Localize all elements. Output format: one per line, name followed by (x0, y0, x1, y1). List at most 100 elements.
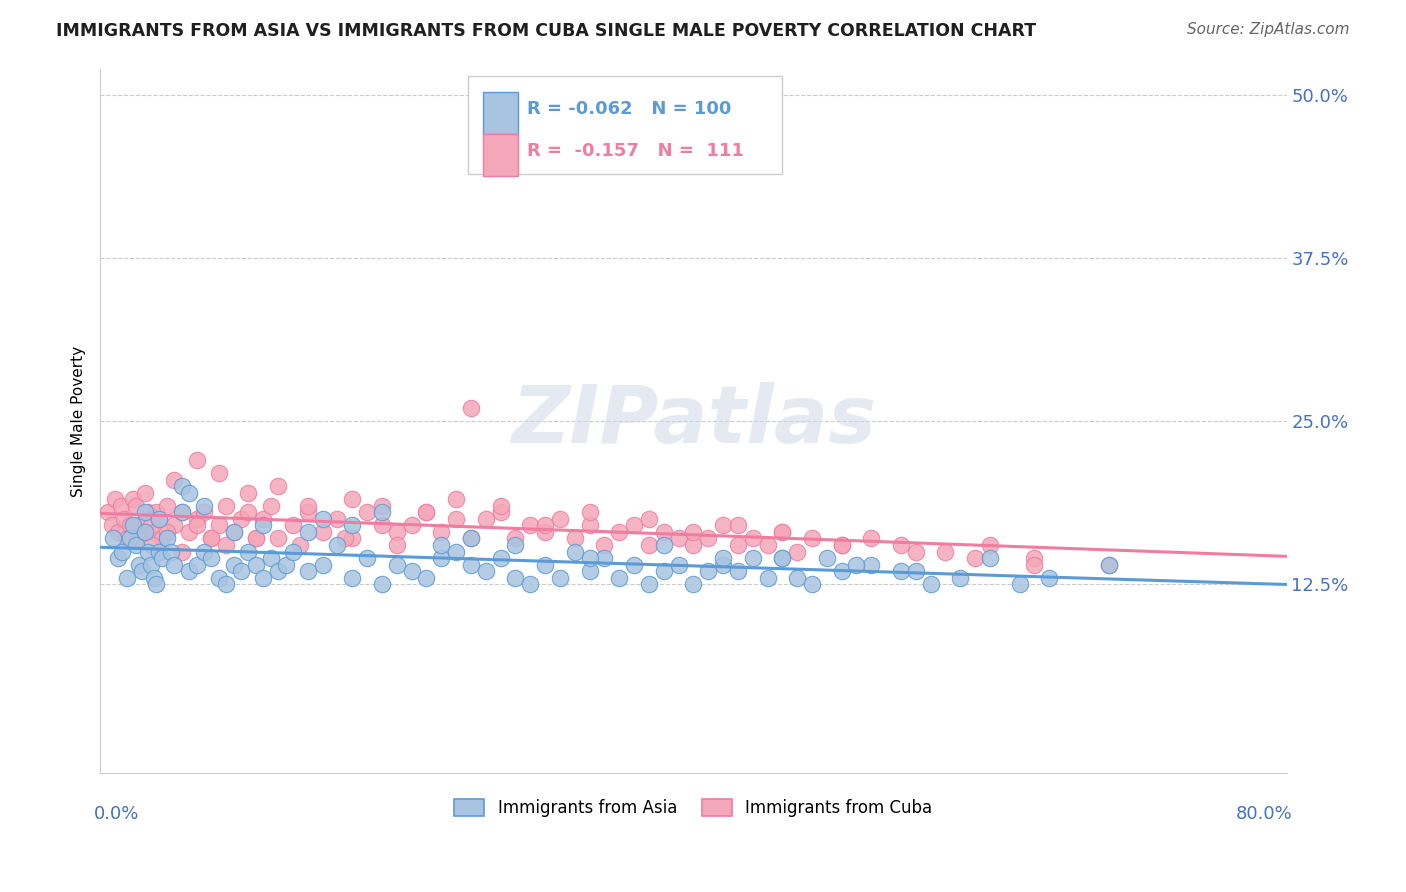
Point (593, 551, 616, 566)
Point (489, 551, 512, 566)
Point (110, 499, 132, 513)
Point (193, 544, 215, 558)
Point (652, 564, 675, 578)
Point (200, 551, 222, 566)
Point (311, 512, 333, 526)
Point (682, 538, 704, 552)
Point (118, 532, 141, 546)
Point (727, 564, 749, 578)
Point (711, 558, 734, 572)
Point (141, 538, 163, 552)
Point (127, 532, 149, 546)
Point (965, 551, 987, 566)
Point (152, 551, 174, 566)
Point (208, 466, 231, 480)
Point (229, 564, 252, 578)
Point (505, 532, 527, 546)
Point (623, 518, 645, 533)
Point (623, 558, 645, 572)
Point (415, 505, 437, 519)
Point (934, 544, 956, 558)
Point (238, 485, 260, 500)
Point (163, 518, 186, 533)
Point (815, 551, 838, 566)
Point (326, 512, 349, 526)
Point (125, 499, 148, 513)
Point (222, 558, 245, 572)
Point (281, 544, 304, 558)
Point (252, 518, 274, 533)
Point (578, 518, 600, 533)
Point (415, 505, 437, 519)
Point (134, 505, 156, 519)
Point (342, 532, 364, 546)
Point (274, 558, 297, 572)
Point (637, 577, 659, 591)
Point (652, 538, 675, 552)
Point (179, 485, 201, 500)
Point (534, 518, 557, 533)
Point (145, 577, 167, 591)
Point (801, 532, 824, 546)
Point (200, 532, 222, 546)
Point (371, 577, 394, 591)
Text: ZIPatlas: ZIPatlas (510, 382, 876, 460)
Point (118, 518, 141, 533)
Point (148, 544, 170, 558)
Point (142, 571, 165, 585)
Point (1024, 558, 1046, 572)
Point (281, 518, 304, 533)
Point (801, 577, 824, 591)
Point (170, 505, 193, 519)
Point (101, 518, 124, 533)
Point (148, 512, 170, 526)
Point (136, 544, 159, 558)
Point (311, 558, 333, 572)
Point (200, 532, 222, 546)
Point (845, 558, 868, 572)
Point (297, 524, 319, 539)
Point (342, 571, 364, 585)
Point (578, 551, 600, 566)
Point (170, 479, 193, 493)
Point (652, 524, 675, 539)
Point (727, 518, 749, 533)
Text: 80.0%: 80.0% (1236, 805, 1292, 823)
Point (356, 505, 378, 519)
Point (415, 571, 437, 585)
Point (134, 485, 156, 500)
Point (215, 577, 238, 591)
Point (505, 538, 527, 552)
Point (136, 505, 159, 519)
Point (385, 558, 408, 572)
Point (245, 532, 267, 546)
Point (430, 538, 453, 552)
Point (156, 532, 179, 546)
Point (208, 571, 231, 585)
Point (979, 538, 1001, 552)
Point (326, 538, 349, 552)
Point (115, 571, 138, 585)
Point (111, 544, 134, 558)
Point (267, 564, 290, 578)
Point (756, 571, 779, 585)
Point (131, 564, 153, 578)
Point (489, 505, 512, 519)
Point (548, 571, 571, 585)
Point (142, 524, 165, 539)
Point (163, 558, 186, 572)
Point (186, 512, 208, 526)
Point (756, 538, 779, 552)
Point (637, 538, 659, 552)
Point (193, 499, 215, 513)
Point (770, 524, 793, 539)
Point (252, 512, 274, 526)
Point (860, 558, 883, 572)
Point (96, 505, 118, 519)
Point (770, 551, 793, 566)
Point (371, 499, 394, 513)
Point (401, 518, 423, 533)
Point (444, 492, 467, 507)
Point (134, 524, 156, 539)
Point (139, 558, 162, 572)
